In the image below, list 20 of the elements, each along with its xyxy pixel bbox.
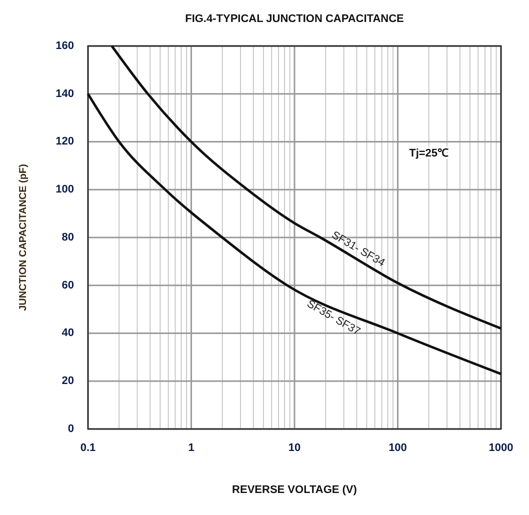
text: SF31- SF34 <box>329 229 387 270</box>
y-tick-label: 160 <box>56 40 74 52</box>
y-tick-label: 60 <box>62 279 74 292</box>
x-axis-title: REVERSE VOLTAGE (V) <box>232 484 358 496</box>
chart-title: FIG.4-TYPICAL JUNCTION CAPACITANCE <box>185 13 404 25</box>
y-tick-label: 20 <box>62 375 74 388</box>
y-tick-label: 140 <box>56 88 74 100</box>
y-tick-label: 120 <box>56 136 74 148</box>
y-axis-title: JUNCTION CAPACITANCE (pF) <box>18 164 29 311</box>
x-tick-label: 1 <box>188 442 194 454</box>
annotation: Tj=25℃ <box>409 148 449 160</box>
y-tick-label: 40 <box>62 327 74 340</box>
text: SF35- SF37 <box>304 298 362 338</box>
x-tick-label: 1000 <box>488 442 514 454</box>
x-tick-label: 10 <box>288 442 301 454</box>
x-tick-label: 100 <box>388 442 407 454</box>
y-tick-label: 100 <box>56 184 74 196</box>
y-tick-label: 80 <box>62 231 74 244</box>
x-tick-label: 0.1 <box>80 442 96 454</box>
y-tick-label: 0 <box>68 422 74 435</box>
